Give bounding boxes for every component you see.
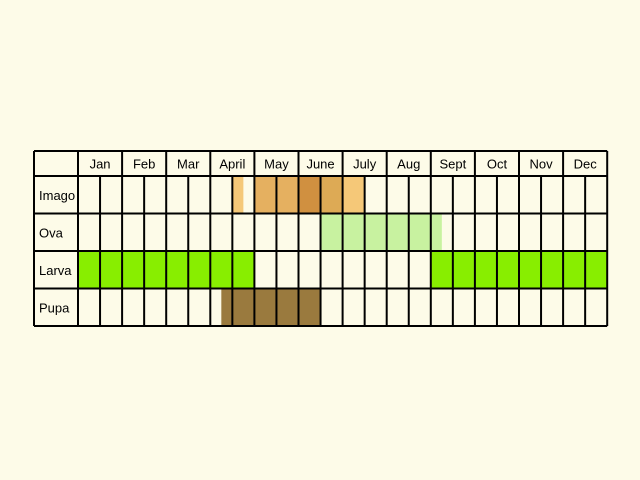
- month-label: June: [306, 157, 334, 172]
- bar-imago-2: [298, 176, 321, 214]
- bar-pupa-0: [221, 288, 321, 326]
- row-label-larva: Larva: [39, 263, 72, 278]
- month-label: Jan: [90, 157, 111, 172]
- bar-imago-0: [232, 176, 244, 214]
- month-label: May: [264, 157, 289, 172]
- bar-imago-4: [342, 176, 365, 214]
- month-label: July: [353, 157, 377, 172]
- row-label-ova: Ova: [39, 225, 64, 240]
- month-label: Oct: [487, 157, 508, 172]
- labels: Jan Feb Mar April May June July Aug Sept Oct Nov De…: [39, 157, 597, 316]
- month-label: Mar: [177, 157, 200, 172]
- row-label-imago: Imago: [39, 188, 75, 203]
- month-label: Feb: [133, 157, 155, 172]
- month-label: Aug: [397, 157, 420, 172]
- bar-ova-0: [320, 213, 442, 251]
- month-label: April: [219, 157, 245, 172]
- grid: [33, 150, 609, 327]
- month-label: Dec: [574, 157, 598, 172]
- bar-imago-3: [320, 176, 343, 214]
- row-label-pupa: Pupa: [39, 300, 70, 315]
- month-label: Sept: [439, 157, 466, 172]
- month-label: Nov: [529, 157, 553, 172]
